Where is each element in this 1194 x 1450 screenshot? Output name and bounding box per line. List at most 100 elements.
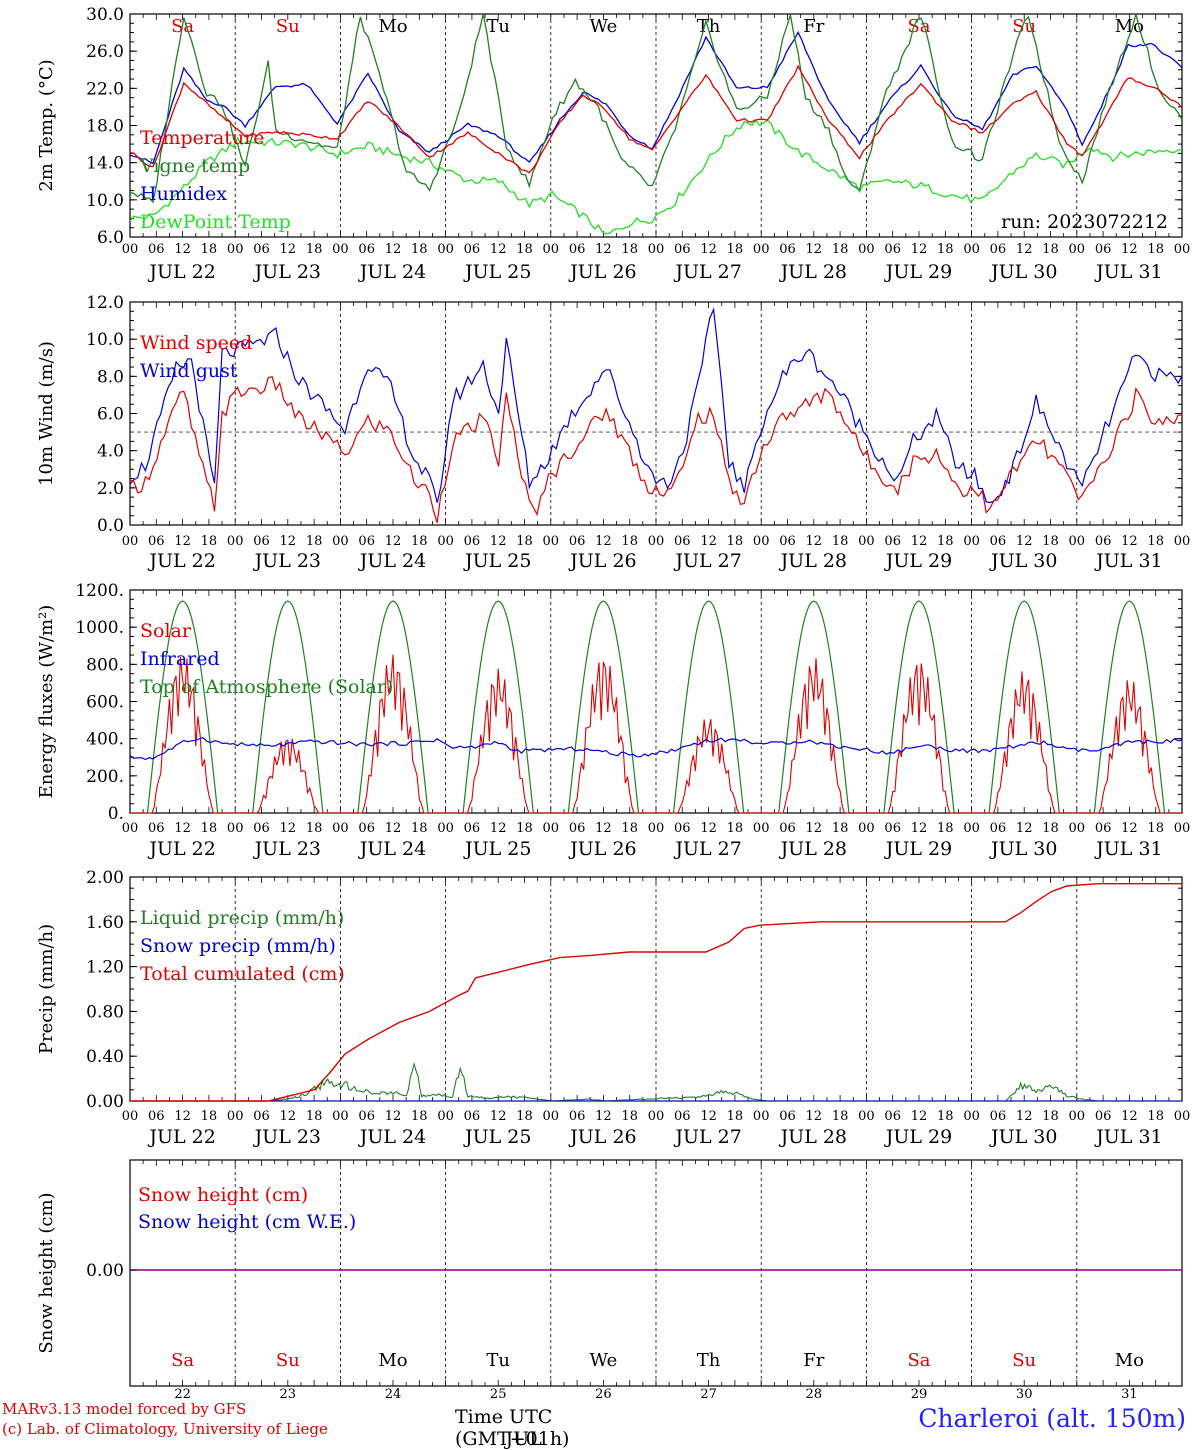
- hour-tick-label: 06: [674, 1109, 691, 1124]
- hour-tick-label: 06: [253, 242, 270, 257]
- day-number-label: 29: [911, 1387, 928, 1402]
- date-tick-label: JUL 28: [779, 261, 847, 283]
- hour-tick-label: 00: [963, 821, 980, 836]
- date-tick-label: JUL 22: [147, 1126, 215, 1148]
- hour-tick-label: 00: [648, 242, 665, 257]
- hour-tick-label: 12: [385, 242, 402, 257]
- hour-tick-label: 12: [595, 1109, 612, 1124]
- hour-tick-label: 00: [227, 1109, 244, 1124]
- date-tick-label: JUL 26: [568, 838, 636, 860]
- legend-snow-precip-mm-h-: Snow precip (mm/h): [140, 935, 336, 957]
- hour-tick-label: 12: [806, 534, 823, 549]
- hour-tick-label: 06: [148, 821, 165, 836]
- y-tick-label: 10.0: [86, 191, 124, 211]
- date-tick-label: JUL 23: [253, 838, 321, 860]
- hour-tick-label: 12: [490, 821, 507, 836]
- hour-tick-label: 12: [595, 821, 612, 836]
- hour-tick-label: 18: [516, 534, 533, 549]
- hour-tick-label: 18: [1147, 534, 1164, 549]
- weekday-label: Fr: [803, 1350, 824, 1371]
- hour-tick-label: 18: [621, 534, 638, 549]
- weekday-label: Mo: [378, 16, 407, 37]
- y-tick-label: 8.0: [97, 367, 124, 387]
- hour-tick-label: 18: [516, 242, 533, 257]
- date-tick-label: JUL 22: [147, 838, 215, 860]
- hour-tick-label: 00: [858, 534, 875, 549]
- hour-tick-label: 06: [990, 1109, 1007, 1124]
- date-tick-label: JUL 25: [463, 261, 531, 283]
- hour-tick-label: 18: [411, 821, 428, 836]
- hour-tick-label: 00: [227, 242, 244, 257]
- series-line-temperature: [129, 64, 1183, 174]
- hour-tick-label: 18: [832, 534, 849, 549]
- weekday-label: Tu: [486, 16, 510, 37]
- date-tick-label: JUL 23: [253, 550, 321, 572]
- day-number-label: 31: [1121, 1387, 1138, 1402]
- hour-tick-label: 00: [963, 242, 980, 257]
- series-line-liquid-precip: [130, 1061, 1182, 1102]
- hour-tick-label: 18: [516, 1109, 533, 1124]
- hour-tick-label: 06: [1095, 821, 1112, 836]
- panel-precip: 00 06 12 18 JUL 22 00 06 12 18 JUL 23 00 06 12 18 JUL …: [36, 868, 1190, 1148]
- hour-tick-label: 00: [227, 534, 244, 549]
- date-tick-label: JUL 27: [673, 261, 741, 283]
- date-tick-label: JUL 28: [779, 838, 847, 860]
- date-tick-label: JUL 26: [568, 550, 636, 572]
- legend-humidex: Humidex: [140, 183, 227, 205]
- hour-tick-label: 00: [648, 534, 665, 549]
- hour-tick-label: 18: [832, 1109, 849, 1124]
- hour-tick-label: 12: [280, 821, 297, 836]
- hour-tick-label: 18: [306, 242, 323, 257]
- hour-tick-label: 18: [411, 534, 428, 549]
- y-tick-label: 0.00: [86, 1261, 124, 1281]
- hour-tick-label: 00: [122, 242, 139, 257]
- hour-tick-label: 06: [1095, 242, 1112, 257]
- date-tick-label: JUL 25: [463, 550, 531, 572]
- date-tick-label: JUL 29: [884, 838, 952, 860]
- hour-tick-label: 18: [306, 534, 323, 549]
- station-label: Charleroi (alt. 150m): [918, 1404, 1186, 1433]
- hour-tick-label: 00: [1174, 821, 1191, 836]
- y-axis-label: Snow height (cm): [36, 1192, 57, 1353]
- hour-tick-label: 00: [437, 534, 454, 549]
- hour-tick-label: 18: [201, 242, 218, 257]
- hour-tick-label: 00: [122, 1109, 139, 1124]
- date-tick-label: JUL 27: [673, 1126, 741, 1148]
- weekday-label: Mo: [378, 1350, 407, 1371]
- hour-tick-label: 00: [753, 534, 770, 549]
- day-number-label: 24: [385, 1387, 402, 1402]
- y-tick-label: 2.0: [97, 479, 124, 499]
- hour-tick-label: 06: [358, 242, 375, 257]
- hour-tick-label: 12: [911, 534, 928, 549]
- hour-tick-label: 12: [1121, 1109, 1138, 1124]
- weekday-label: Sa: [907, 1350, 930, 1371]
- credit-line-1: MARv3.13 model forced by GFS: [2, 1400, 247, 1418]
- y-tick-label: 18.0: [86, 117, 124, 137]
- panel-frame: [129, 589, 1183, 814]
- y-tick-label: 4.0: [97, 442, 124, 462]
- y-tick-label: 6.0: [97, 228, 124, 248]
- date-tick-label: JUL 27: [673, 838, 741, 860]
- y-tick-label: 0.40: [86, 1047, 124, 1067]
- weekday-label: Tu: [486, 1350, 510, 1371]
- hour-tick-label: 12: [1016, 1109, 1033, 1124]
- hour-tick-label: 18: [727, 1109, 744, 1124]
- hour-tick-label: 18: [1147, 1109, 1164, 1124]
- date-tick-label: JUL 24: [358, 261, 426, 283]
- hour-tick-label: 06: [358, 534, 375, 549]
- y-tick-label: 0.00: [86, 1092, 124, 1112]
- y-axis-label: Energy fluxes (W/m²): [36, 605, 57, 799]
- hour-tick-label: 06: [884, 821, 901, 836]
- hour-tick-label: 06: [464, 821, 481, 836]
- hour-tick-label: 12: [911, 1109, 928, 1124]
- weekday-label: Su: [276, 16, 300, 37]
- hour-tick-label: 06: [253, 821, 270, 836]
- time-axis-overlap: JUL: [505, 1428, 542, 1450]
- hour-tick-label: 06: [990, 534, 1007, 549]
- hour-tick-label: 18: [621, 821, 638, 836]
- hour-tick-label: 12: [595, 534, 612, 549]
- hour-tick-label: 18: [306, 821, 323, 836]
- hour-tick-label: 00: [332, 821, 349, 836]
- hour-tick-label: 06: [569, 821, 586, 836]
